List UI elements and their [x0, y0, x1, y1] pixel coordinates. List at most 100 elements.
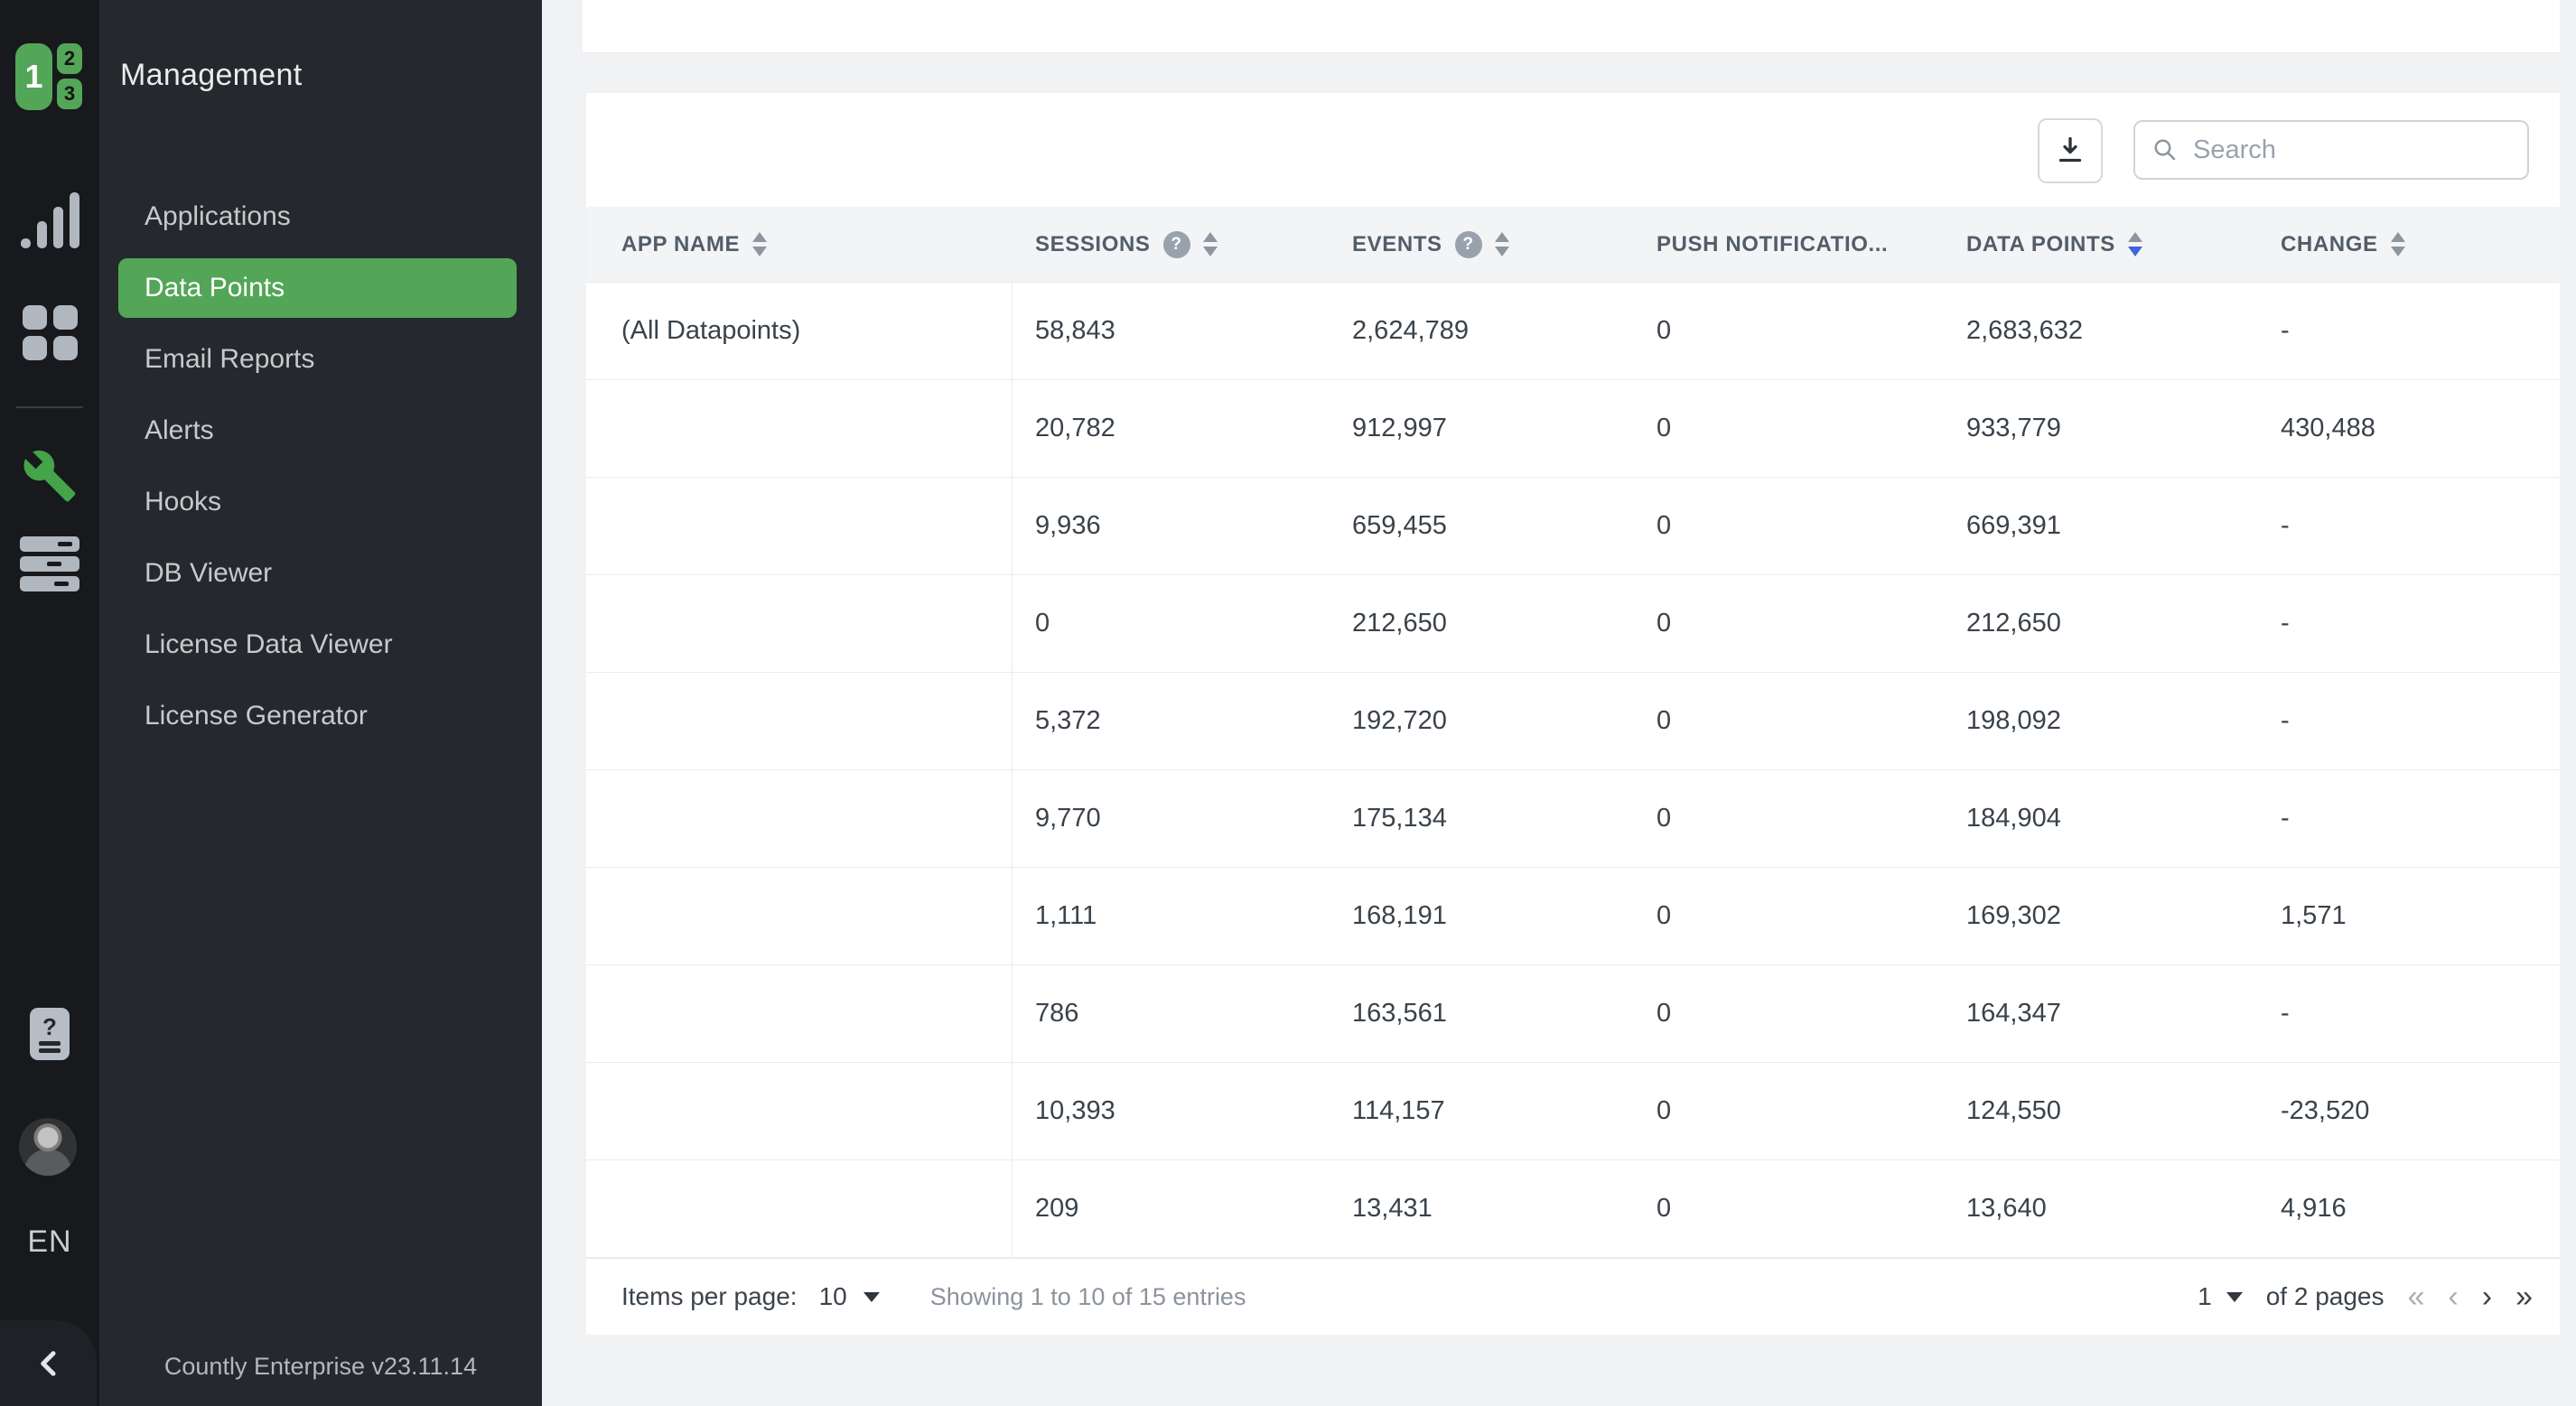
sidebar-item-license-generator[interactable]: License Generator	[118, 686, 517, 746]
table-cell: -	[2281, 316, 2290, 345]
prev-page-button[interactable]: ‹	[2448, 1280, 2459, 1314]
table-cell: 212,650	[1966, 609, 2061, 638]
table-cell: -	[2281, 706, 2290, 735]
column-header-app-name[interactable]: APP NAME	[586, 207, 1013, 282]
items-per-page-label: Items per page:	[621, 1282, 798, 1310]
table-cell: 0	[1657, 511, 1672, 540]
table-row: (All Datapoints) 58,843 2,624,789 0 2,683,63…	[586, 283, 2560, 380]
table-cell: 0	[1657, 1096, 1672, 1125]
search-icon	[2154, 139, 2176, 161]
help-tooltip-icon[interactable]: ?	[1162, 230, 1190, 258]
table-footer: Items per page: 10 Showing 1 to 10 of 15…	[586, 1258, 2560, 1335]
icon-rail: 1 2 3 ? EN	[0, 0, 99, 1406]
sidebar-item-label: Data Points	[145, 273, 285, 303]
sort-arrows-icon	[752, 232, 768, 256]
top-bar	[583, 0, 2560, 53]
items-per-page-select[interactable]: 10	[819, 1282, 880, 1311]
first-page-button[interactable]: «	[2407, 1280, 2425, 1314]
chevron-left-icon	[40, 1350, 55, 1376]
table-cell	[586, 380, 1013, 477]
table-cell: 0	[1657, 999, 1672, 1028]
table-row: 20,782 912,997 0 933,779 430,488	[586, 380, 2560, 478]
version-label: Countly Enterprise v23.11.14	[163, 1353, 478, 1380]
column-header-data-points[interactable]: DATA POINTS	[1944, 207, 2258, 282]
sidebar-item-label: Applications	[145, 201, 291, 231]
next-page-button[interactable]: ›	[2481, 1280, 2493, 1314]
page-select[interactable]: 1	[2198, 1282, 2243, 1311]
management-sidebar: Management Applications Data Points Email …	[99, 0, 542, 1406]
export-download-button[interactable]	[2038, 118, 2103, 183]
language-switcher[interactable]: EN	[27, 1224, 72, 1259]
countly-logo[interactable]: 1 2 3	[15, 43, 82, 110]
sidebar-item-label: DB Viewer	[145, 558, 273, 588]
apps-grid-icon[interactable]	[0, 305, 99, 360]
help-button[interactable]: ?	[30, 1008, 70, 1060]
table-cell: 9,770	[1035, 804, 1101, 833]
wrench-icon	[23, 450, 76, 502]
table-cell: 209	[1035, 1194, 1079, 1223]
logo-digit-3: 3	[57, 79, 82, 109]
table-cell: 0	[1657, 316, 1672, 345]
chevron-down-icon	[2226, 1291, 2243, 1302]
table-cell: 0	[1657, 609, 1672, 638]
table-cell: -23,520	[2281, 1096, 2370, 1125]
table-cell	[586, 868, 1013, 964]
table-cell: 1,571	[2281, 901, 2347, 930]
sidebar-item-email-reports[interactable]: Email Reports	[118, 330, 517, 389]
database-nav-icon[interactable]	[0, 536, 99, 591]
sidebar-collapse-button[interactable]	[0, 1320, 97, 1406]
sidebar-item-data-points[interactable]: Data Points	[118, 258, 517, 318]
table-body: (All Datapoints) 58,843 2,624,789 0 2,683,63…	[586, 283, 2560, 1258]
table-cell: 169,302	[1966, 901, 2061, 930]
table-cell: 13,431	[1352, 1194, 1433, 1223]
sidebar-title: Management	[120, 58, 303, 92]
column-label: APP NAME	[621, 231, 741, 256]
table-cell: 184,904	[1966, 804, 2061, 833]
current-page-value: 1	[2198, 1282, 2212, 1310]
avatar[interactable]	[19, 1118, 77, 1176]
table-cell: 175,134	[1352, 804, 1447, 833]
column-label: CHANGE	[2281, 231, 2378, 256]
table-cell: -	[2281, 999, 2290, 1028]
sidebar-item-applications[interactable]: Applications	[118, 187, 517, 247]
table-cell: 0	[1657, 414, 1672, 442]
sidebar-item-hooks[interactable]: Hooks	[118, 472, 517, 532]
column-header-change[interactable]: CHANGE	[2258, 207, 2560, 282]
server-icon	[20, 536, 79, 591]
column-header-push-notificatio[interactable]: PUSH NOTIFICATIO...	[1634, 207, 1944, 282]
table-row: 786 163,561 0 164,347 -	[586, 965, 2560, 1063]
sort-arrows-icon	[1202, 232, 1218, 256]
table-row: 9,770 175,134 0 184,904 -	[586, 770, 2560, 868]
logo-digit-1: 1	[15, 43, 52, 110]
showing-entries-text: Showing 1 to 10 of 15 entries	[929, 1282, 1246, 1310]
logo-digit-2: 2	[57, 43, 82, 74]
table-cell: 669,391	[1966, 511, 2061, 540]
table-cell	[586, 673, 1013, 769]
search-input[interactable]	[2191, 134, 2511, 166]
table-row: 209 13,431 0 13,640 4,916	[586, 1160, 2560, 1258]
sidebar-item-alerts[interactable]: Alerts	[118, 401, 517, 461]
sort-arrows-icon	[2127, 232, 2142, 256]
column-label: SESSIONS	[1035, 231, 1151, 256]
sidebar-item-label: Alerts	[145, 415, 214, 445]
column-header-events[interactable]: EVENTS?	[1330, 207, 1634, 282]
management-wrench-icon[interactable]	[0, 448, 99, 504]
table-cell: (All Datapoints)	[586, 283, 1013, 379]
table-cell: 1,111	[1035, 901, 1097, 930]
sidebar-item-license-data-viewer[interactable]: License Data Viewer	[118, 615, 517, 675]
table-cell: 13,640	[1966, 1194, 2047, 1223]
table-cell	[586, 770, 1013, 867]
table-row: 1,111 168,191 0 169,302 1,571	[586, 868, 2560, 965]
last-page-button[interactable]: »	[2515, 1280, 2533, 1314]
table-cell: 164,347	[1966, 999, 2061, 1028]
table-cell: 0	[1657, 804, 1672, 833]
table-cell: 168,191	[1352, 901, 1447, 930]
sidebar-item-db-viewer[interactable]: DB Viewer	[118, 544, 517, 603]
sidebar-item-label: Email Reports	[145, 344, 315, 374]
table-header-row: APP NAME SESSIONS? EVENTS? PUSH NOTIFICATIO…	[586, 207, 2560, 283]
column-header-sessions[interactable]: SESSIONS?	[1013, 207, 1330, 282]
help-tooltip-icon[interactable]: ?	[1454, 230, 1482, 258]
table-row: 9,936 659,455 0 669,391 -	[586, 478, 2560, 575]
analytics-icon[interactable]	[0, 192, 99, 248]
